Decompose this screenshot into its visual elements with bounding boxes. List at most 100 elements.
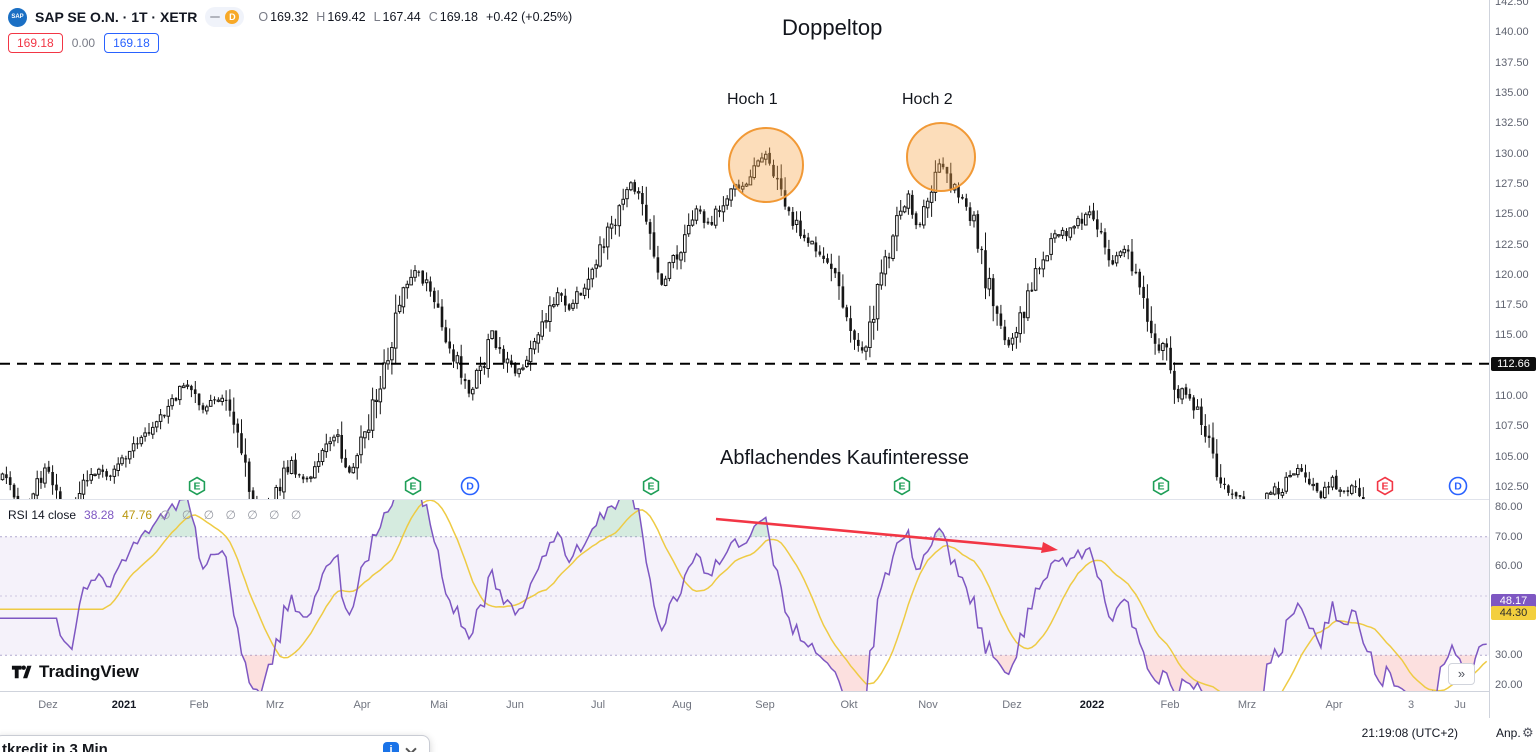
tradingview-logo-text: TradingView [39, 661, 139, 681]
rsi-axis-label: 70.00 [1495, 530, 1523, 543]
time-axis-label: Okt [840, 699, 858, 711]
time-axis-label: Mrz [1237, 699, 1257, 711]
time-axis-label: Nov [918, 699, 938, 711]
clock[interactable]: 21:19:08 (UTC+2) [1361, 726, 1458, 740]
buy-price-box[interactable]: 169.18 [104, 33, 159, 53]
event-badge-letter: E [647, 481, 654, 493]
tradingview-logo[interactable]: TradingView [10, 660, 139, 683]
time-axis-label: Jul [590, 699, 606, 711]
open-value: 169.32 [270, 10, 309, 24]
event-badge-letter: D [1454, 481, 1462, 493]
price-axis-label: 110.00 [1495, 390, 1528, 403]
rsi-axis-label: 30.00 [1495, 649, 1523, 662]
event-badge-letter: D [466, 481, 474, 493]
symbol-logo-icon[interactable]: SAP [8, 7, 27, 27]
price-axis-label: 115.00 [1495, 329, 1528, 342]
flattening-demand-label[interactable]: Abflachendes Kaufinteresse [720, 447, 970, 469]
open-label: O [258, 10, 269, 24]
rsi-axis-label: 80.00 [1495, 501, 1523, 513]
rsi-title: RSI 14 close [8, 508, 77, 522]
price-axis-label: 120.00 [1495, 268, 1529, 281]
rsi-legend[interactable]: RSI 14 close 38.28 47.76 ∅ ∅ ∅ ∅ ∅ ∅ ∅ [8, 508, 305, 522]
popup-app-icon: i [383, 742, 399, 752]
low-value: 167.44 [382, 10, 421, 24]
pane-collapse-button[interactable]: » [1448, 663, 1475, 685]
price-axis-label: 132.50 [1495, 117, 1529, 130]
price-axis-label: 117.50 [1495, 299, 1528, 312]
time-axis-label: Apr [1325, 699, 1343, 711]
time-axis-label: Apr [353, 699, 371, 711]
close-label: C [428, 10, 438, 24]
price-pane[interactable]: E E D E E E E D SAP SAP SE O.N. · 1T · XETR D O… [0, 0, 1489, 500]
rsi-pane[interactable]: RSI 14 close 38.28 47.76 ∅ ∅ ∅ ∅ ∅ ∅ ∅ T… [0, 500, 1489, 691]
time-axis-label: Sep [755, 699, 775, 711]
time-axis-label: 2021 [111, 699, 137, 711]
neckline-price-label: 112.66 [1491, 356, 1536, 371]
time-axis-label: Mai [430, 699, 448, 711]
event-badge[interactable] [404, 476, 422, 496]
price-axis-label: 137.50 [1495, 56, 1529, 69]
rsi-ma-line [0, 500, 1488, 691]
rsi-axis-label: 60.00 [1495, 560, 1523, 573]
time-axis-label: Ju [1454, 699, 1466, 711]
daily-badge: D [225, 10, 240, 24]
event-badge-letter: E [1381, 481, 1388, 493]
rsi-ma-value-badge: 44.30 [1491, 605, 1536, 620]
spread-value: 0.00 [71, 36, 96, 50]
rsi-oversold-fill [242, 655, 1477, 691]
event-badge[interactable] [893, 476, 911, 496]
event-badge[interactable] [1376, 476, 1394, 496]
event-badge[interactable] [460, 476, 480, 496]
time-axis-label: 2022 [1079, 699, 1105, 711]
event-badge[interactable] [642, 476, 660, 496]
high-label: H [316, 10, 326, 24]
rsi-hidden-values: ∅ ∅ ∅ ∅ ∅ ∅ ∅ [160, 508, 306, 522]
sell-price-box[interactable]: 169.18 [8, 33, 63, 53]
time-axis-label: Dez [1002, 699, 1022, 711]
price-axis-label: 135.00 [1495, 86, 1529, 99]
auto-fit-button[interactable]: Anp. [1496, 726, 1521, 740]
rsi-value: 38.28 [84, 508, 115, 522]
hoch2-circle-drawing[interactable] [906, 122, 976, 192]
price-scale[interactable]: 142.50 140.00 137.50 135.00 132.50 130.00 127.… [1489, 0, 1536, 718]
doppeltop-label[interactable]: Doppeltop [782, 15, 883, 40]
price-axis-label: 142.50 [1495, 0, 1529, 8]
price-axis-label: 125.00 [1495, 208, 1529, 221]
chevron-down-icon[interactable] [405, 743, 417, 752]
interval-indicator-pill[interactable]: D [205, 7, 245, 27]
order-price-row: 169.18 0.00 169.18 [8, 33, 159, 53]
price-axis-label: 127.50 [1495, 177, 1529, 190]
popup-text: tkredit in 3 Min [2, 741, 108, 752]
rsi-ma-value: 47.76 [122, 508, 153, 522]
time-axis-label: Aug [672, 699, 692, 711]
price-axis-label: 122.50 [1495, 238, 1529, 251]
event-badge[interactable] [1152, 476, 1170, 496]
hoch2-label[interactable]: Hoch 2 [902, 91, 953, 108]
rsi-value-badge: 48.17 [1491, 594, 1536, 609]
high-value: 169.42 [327, 10, 366, 24]
event-badge[interactable] [188, 476, 206, 496]
low-label: L [373, 10, 381, 24]
event-badge-letter: E [1157, 481, 1164, 493]
event-badge-letter: E [409, 481, 416, 493]
rsi-axis-label: 20.00 [1495, 679, 1523, 691]
price-axis-label: 107.50 [1495, 420, 1529, 433]
symbol-logo-text: SAP [11, 14, 24, 20]
time-scale[interactable]: Dez 2021 Feb Mrz Apr Mai Jun Jul Aug Sep Okt Nov Dez… [0, 691, 1489, 718]
downtrend-arrow-drawing[interactable] [715, 517, 1058, 553]
hoch1-circle-drawing[interactable] [728, 127, 804, 203]
line-icon [210, 16, 221, 18]
price-chart-canvas[interactable]: E E D E E E E D [0, 0, 1489, 500]
symbol-title[interactable]: SAP SE O.N. · 1T · XETR [35, 9, 198, 25]
ohlc-row: O 169.32 H 169.42 L 167.44 C 169.18 +0.42 (+… [258, 10, 580, 24]
event-badge[interactable] [1448, 476, 1468, 496]
time-axis-label: Feb [1160, 699, 1180, 711]
rsi-chart-canvas[interactable] [0, 500, 1489, 691]
time-axis-label: Feb [189, 699, 209, 711]
gear-icon[interactable]: ⚙ [1522, 725, 1534, 740]
notification-popup[interactable]: tkredit in 3 Min i [0, 735, 430, 752]
hoch1-label[interactable]: Hoch 1 [727, 91, 778, 108]
